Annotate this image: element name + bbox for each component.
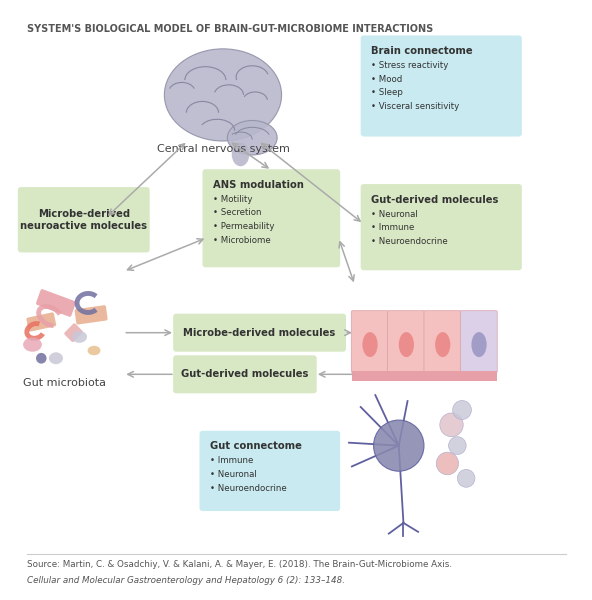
Ellipse shape [165,49,282,141]
FancyBboxPatch shape [173,355,317,394]
Circle shape [374,420,424,471]
Text: SYSTEM'S BIOLOGICAL MODEL OF BRAIN-GUT-MICROBIOME INTERACTIONS: SYSTEM'S BIOLOGICAL MODEL OF BRAIN-GUT-M… [27,23,433,34]
FancyBboxPatch shape [424,311,461,373]
Ellipse shape [471,332,487,357]
Text: Gut-derived molecules: Gut-derived molecules [371,195,498,205]
Text: Central nervous system: Central nervous system [156,144,289,154]
FancyBboxPatch shape [202,169,340,268]
FancyBboxPatch shape [173,314,346,352]
Ellipse shape [231,142,249,166]
Ellipse shape [362,332,378,357]
Ellipse shape [49,352,63,364]
Text: • Secretion: • Secretion [213,208,262,217]
FancyBboxPatch shape [27,313,56,332]
Text: Source: Martin, C. & Osadchiy, V. & Kalani, A. & Mayer, E. (2018). The Brain-Gut: Source: Martin, C. & Osadchiy, V. & Kala… [27,560,452,569]
Text: Brain connectome: Brain connectome [371,46,473,56]
FancyBboxPatch shape [351,311,388,373]
Text: • Motility: • Motility [213,195,253,204]
Text: • Neuroendocrine: • Neuroendocrine [210,484,287,493]
Text: ANS modulation: ANS modulation [213,180,304,190]
Text: Cellular and Molecular Gastroenterology and Hepatology 6 (2): 133–148.: Cellular and Molecular Gastroenterology … [27,576,345,585]
Ellipse shape [435,332,451,357]
Text: • Immune: • Immune [371,223,414,232]
Text: • Visceral sensitivity: • Visceral sensitivity [371,102,459,111]
FancyBboxPatch shape [361,184,522,270]
Circle shape [453,400,471,419]
Text: • Neuroendocrine: • Neuroendocrine [371,237,448,246]
Text: Gut connectome: Gut connectome [210,442,302,451]
Text: Microbe-derived molecules: Microbe-derived molecules [184,328,336,338]
Text: • Permeability: • Permeability [213,222,275,231]
FancyBboxPatch shape [36,289,76,317]
Text: • Immune: • Immune [210,457,253,466]
FancyBboxPatch shape [64,323,83,342]
Circle shape [458,469,475,487]
FancyBboxPatch shape [352,371,497,381]
FancyBboxPatch shape [75,305,108,325]
Ellipse shape [72,331,87,343]
Circle shape [436,452,459,475]
Text: • Microbiome: • Microbiome [213,236,271,245]
Text: • Neuronal: • Neuronal [371,209,418,218]
FancyBboxPatch shape [200,431,340,511]
Text: • Sleep: • Sleep [371,88,403,97]
Text: • Stress reactivity: • Stress reactivity [371,61,449,70]
Text: Gut-derived molecules: Gut-derived molecules [181,370,308,379]
FancyBboxPatch shape [361,35,522,137]
FancyBboxPatch shape [388,311,424,373]
FancyBboxPatch shape [18,187,150,253]
Text: • Neuronal: • Neuronal [210,470,257,479]
Text: Microbe-derived
neuroactive molecules: Microbe-derived neuroactive molecules [20,209,147,230]
Ellipse shape [227,121,277,155]
Text: • Mood: • Mood [371,75,403,84]
Ellipse shape [88,346,101,355]
Text: Gut microbiota: Gut microbiota [23,379,106,388]
FancyBboxPatch shape [461,311,497,373]
Ellipse shape [399,332,414,357]
Ellipse shape [23,337,42,352]
Circle shape [440,413,463,437]
Ellipse shape [36,353,47,364]
Circle shape [449,437,466,455]
